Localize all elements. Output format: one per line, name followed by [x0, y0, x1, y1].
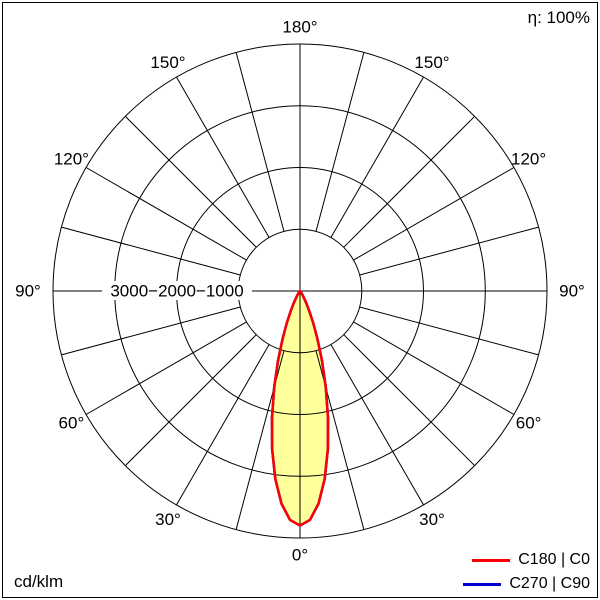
grid-spoke	[176, 344, 270, 506]
legend-item: C270 | C90	[463, 574, 590, 594]
angle-label: 60°	[516, 414, 542, 433]
angle-label: 90°	[15, 282, 41, 301]
angle-label: 30°	[419, 510, 445, 529]
angle-label: 120°	[511, 150, 546, 169]
angle-label: 60°	[59, 414, 85, 433]
angle-label: 30°	[155, 510, 181, 529]
grid-spoke	[353, 321, 515, 415]
legend-label: C180 | C0	[518, 551, 590, 568]
angle-label: 90°	[559, 282, 585, 301]
angle-label: 180°	[282, 18, 317, 37]
grid-spoke	[176, 76, 270, 238]
unit-label: cd/klm	[14, 572, 64, 591]
angle-label: 120°	[54, 150, 89, 169]
grid-spoke	[359, 306, 539, 356]
legend-label: C270 | C90	[509, 575, 590, 592]
grid-spoke	[235, 52, 285, 232]
angle-labels: 0° 30° 30° 60° 60° 90° 90° 120° 120° 150° 150° 180°	[15, 18, 585, 565]
ring-value-labels: 3000−2000−1000	[102, 281, 252, 301]
grid-spoke	[85, 321, 247, 415]
grid-spoke	[315, 52, 365, 232]
beam-curve-c0	[270, 289, 330, 527]
legend: C180 | C0 C270 | C90	[463, 550, 590, 594]
efficiency-label: η: 100%	[527, 8, 590, 27]
legend-item: C180 | C0	[463, 550, 590, 570]
angle-label: 150°	[414, 53, 449, 72]
beam-curves	[270, 289, 330, 527]
grid-spoke	[85, 167, 247, 261]
angle-label: 150°	[150, 53, 185, 72]
ring-label-backing	[102, 281, 252, 300]
legend-color-line	[472, 558, 511, 562]
grid-spoke	[330, 76, 424, 238]
grid-spoke	[124, 115, 257, 248]
grid-spoke	[330, 344, 424, 506]
grid-spoke	[124, 334, 257, 467]
grid-spoke	[343, 334, 476, 467]
grid-spoke	[359, 226, 539, 276]
grid-spoke	[353, 167, 515, 261]
grid-spoke	[343, 115, 476, 248]
grid-spoke	[61, 306, 241, 356]
ring-label-text: 3000−2000−1000	[110, 282, 243, 301]
legend-color-line	[463, 582, 502, 586]
angle-label: 0°	[292, 546, 308, 565]
polar-grid	[52, 43, 548, 539]
grid-spoke	[61, 226, 241, 276]
